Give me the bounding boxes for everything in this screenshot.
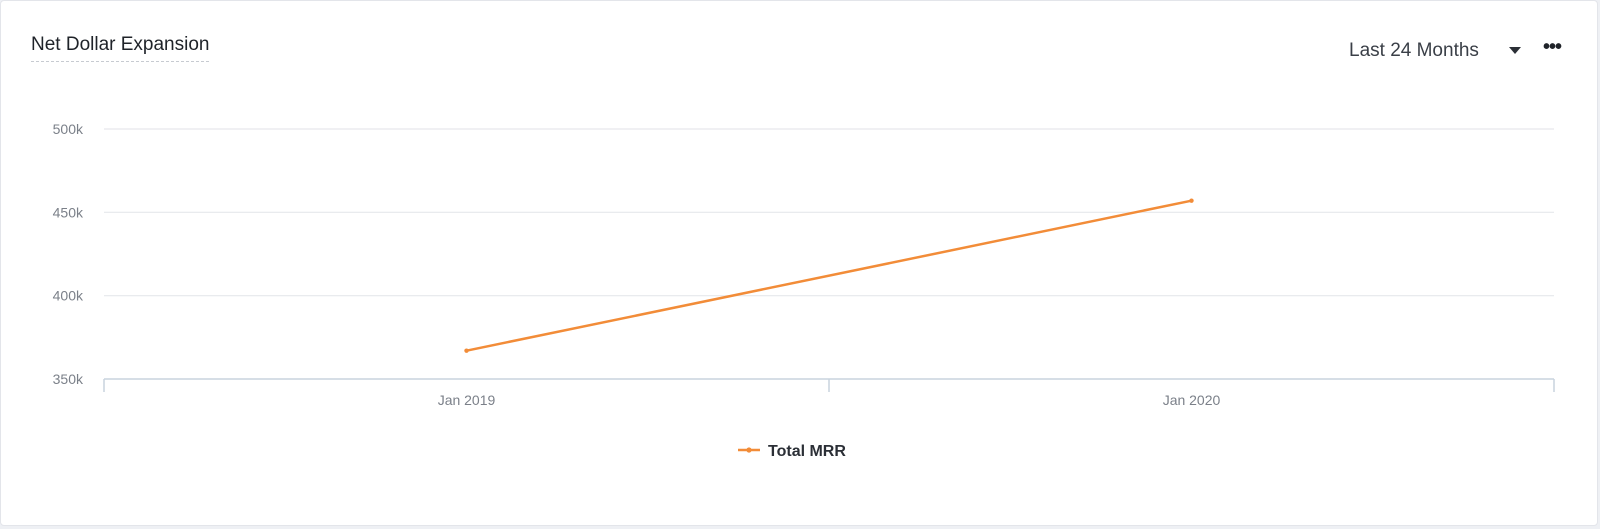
more-options-icon[interactable]: ••• (1542, 36, 1562, 58)
series-line-total-mrr (465, 199, 1193, 352)
x-tick-label: Jan 2019 (438, 392, 496, 408)
y-tick-label: 500k (53, 121, 84, 137)
y-tick-label: 400k (53, 288, 84, 304)
data-point (464, 348, 469, 353)
chevron-down-icon[interactable] (1509, 47, 1521, 54)
y-tick-label: 350k (53, 371, 84, 387)
data-point (1189, 198, 1194, 203)
date-range-dropdown[interactable]: Last 24 Months (1349, 40, 1479, 61)
y-tick-label: 450k (53, 204, 84, 220)
legend-label: Total MRR (768, 443, 846, 460)
chart-title: Net Dollar Expansion (31, 34, 210, 62)
x-tick-label: Jan 2020 (1163, 392, 1221, 408)
legend-marker (746, 447, 752, 453)
